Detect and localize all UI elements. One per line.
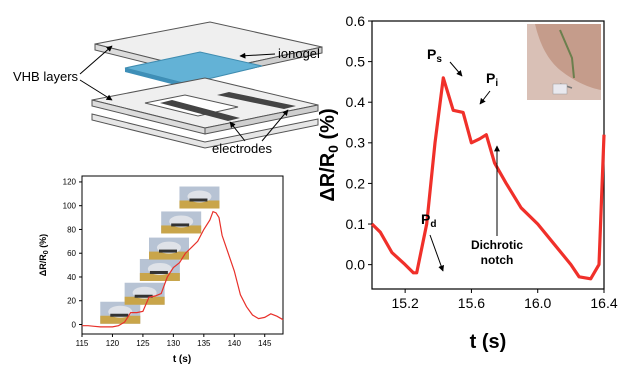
small-chart-photo-frames [100,186,220,324]
small-xtick-label: 125 [136,339,150,348]
ionogel-label: ionogel [278,46,320,61]
vhb-layers-label: VHB layers [13,69,79,84]
annotation-pd: Pd [421,211,436,230]
annotation-pd-main: P [421,211,430,227]
small-ytick-label: 100 [63,201,77,210]
small-xtick-label: 145 [258,339,272,348]
small-chart-ylabel: ΔR/R0 (%) [38,234,50,276]
small-xtick-label: 135 [197,339,211,348]
annotation-pi-sub: i [495,78,498,89]
sensor-schematic: ionogel VHB layers electrodes [13,21,323,156]
hand-photo-frame [149,237,189,260]
small-ylabel-unit: (%) [38,234,48,251]
small-ylabel-sub: 0 [43,250,50,254]
electrode-arrow-right [261,109,289,142]
annotation-notch-line2: notch [481,253,514,267]
electrode-right [217,92,296,109]
small-chart-xlabel: t (s) [173,354,191,365]
large-ytick-label: 0.2 [346,175,366,191]
small-ytick-label: 120 [63,178,77,187]
annotation-pd-arrow [429,234,444,272]
knuckle-bending-chart: 115 120 125 130 135 140 145 0 20 40 60 80 100 120 t (… [38,175,284,365]
large-xtick-label: 16.0 [524,295,551,311]
hand-photo-frame [161,211,202,234]
annotation-pd-sub: d [430,219,436,230]
electrode-left [160,100,240,121]
small-ylabel-main: ΔR/R [38,254,48,276]
small-ytick-label: 60 [67,249,76,258]
small-xtick-label: 140 [228,339,242,348]
vhb-arrow-bottom [79,79,113,101]
large-xtick-label: 16.4 [590,295,617,311]
ionogel-arrow [239,52,276,59]
pulse-waveform-chart: 15.2 15.6 16.0 16.4 0.0 0.1 0.2 0.3 0.4 0.5 0.6 Ps… [317,13,618,353]
hand-photo-frame [179,186,220,209]
large-ylabel-unit: (%) [317,108,339,145]
small-ytick-label: 80 [67,225,76,234]
large-ytick-label: 0.0 [346,257,366,273]
ionogel-edge [125,68,187,88]
small-chart-series-line [82,210,284,328]
large-chart-ylabel: ΔR/R0 (%) [317,108,341,201]
annotation-pi-main: P [486,70,495,86]
large-ytick-label: 0.4 [346,94,366,110]
small-ytick-label: 0 [72,320,77,329]
vhb-layer-base [91,113,319,149]
hand-photo-frame [124,282,165,305]
large-ytick-label: 0.1 [346,216,366,232]
large-ytick-label: 0.5 [346,54,366,70]
electrode-arrow-left [229,121,246,142]
annotation-notch-line1: Dichrotic [471,238,523,252]
large-chart-xlabel: t (s) [470,331,507,353]
electrodes-label: electrodes [212,141,272,156]
annotation-pi: Pi [486,70,498,89]
hand-photo-frame [100,301,141,324]
annotation-pi-arrow [479,90,491,105]
annotation-ps-main: P [427,46,436,62]
large-ylabel-main: ΔR/R [317,152,339,201]
large-ylabel-sub: 0 [325,145,341,153]
small-xtick-label: 120 [106,339,120,348]
small-ytick-label: 20 [67,297,76,306]
large-xtick-label: 15.2 [392,295,419,311]
small-xtick-label: 115 [76,339,89,348]
small-xtick-label: 130 [167,339,181,348]
large-ytick-label: 0.6 [346,13,366,29]
large-ytick-label: 0.3 [346,135,366,151]
wrist-photo-inset [527,24,601,100]
large-chart-series-line [370,76,606,281]
annotation-ps-sub: s [436,54,442,65]
ionogel-block [124,51,263,85]
large-xtick-label: 15.6 [458,295,485,311]
hand-photo-frame [139,258,180,281]
annotation-ps: Ps [427,46,442,65]
vhb-arrow-top [79,45,113,75]
annotation-ps-arrow [449,61,463,77]
small-ytick-label: 40 [67,273,76,282]
small-chart-frame [81,175,284,335]
